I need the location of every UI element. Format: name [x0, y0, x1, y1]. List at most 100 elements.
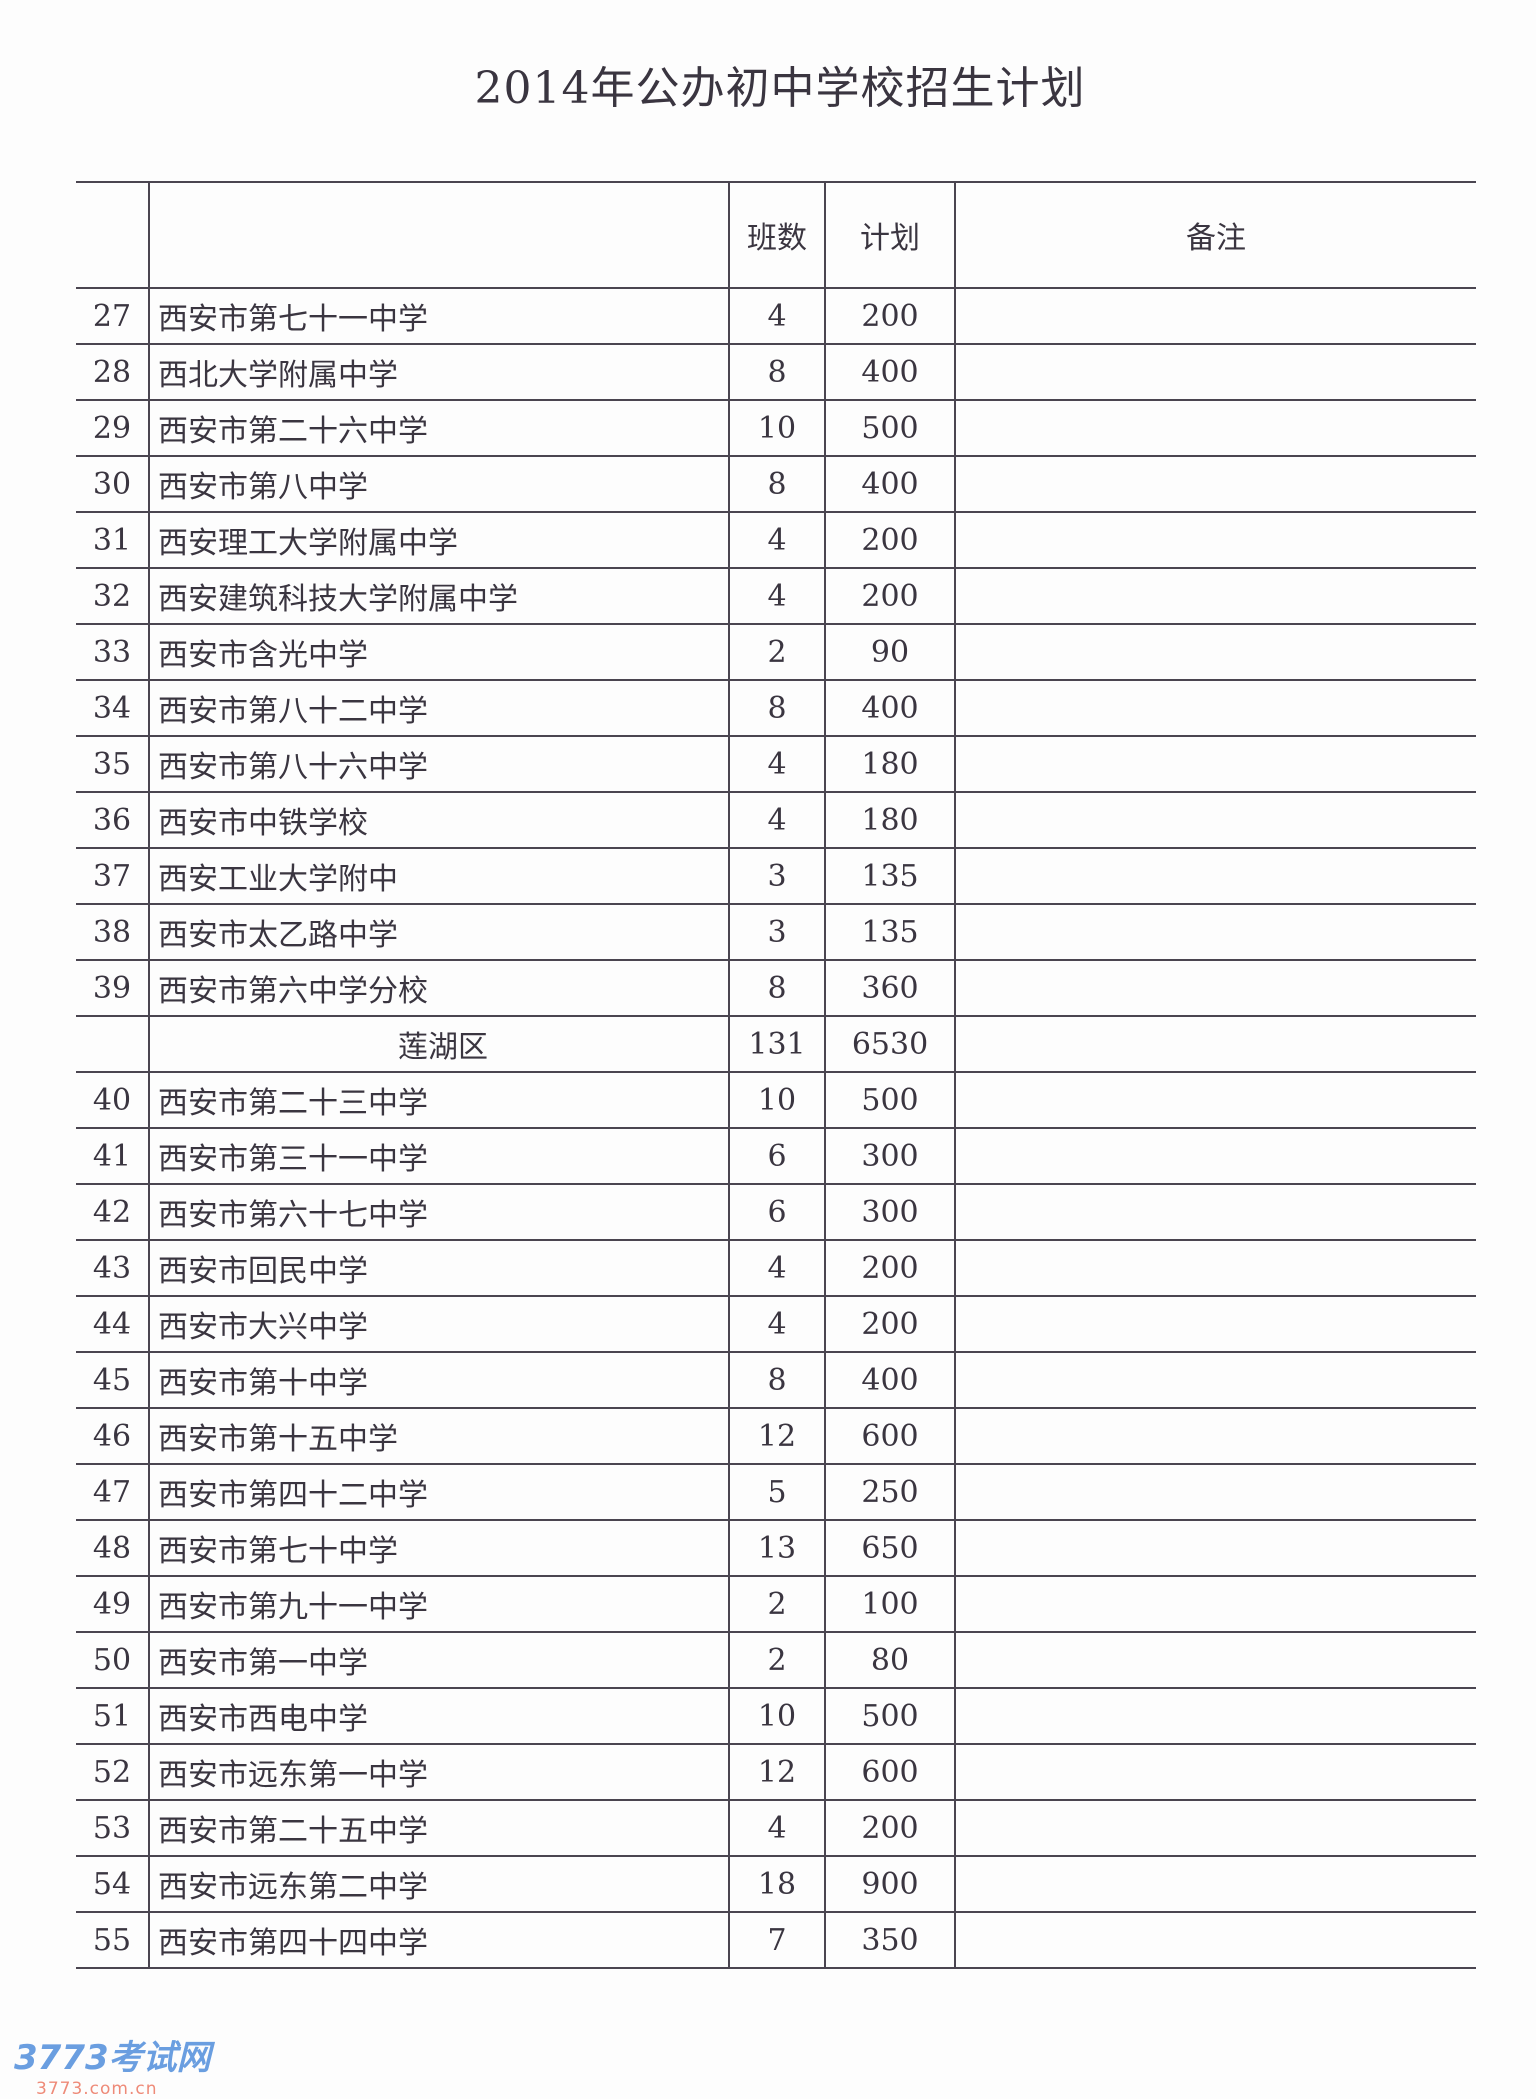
row-number: 52: [76, 1743, 150, 1801]
row-number: 45: [76, 1351, 150, 1409]
enrollment-plan: 600: [824, 1743, 956, 1801]
enrollment-plan: 400: [824, 343, 956, 401]
class-count: 7: [728, 1911, 826, 1969]
note-cell: [954, 1351, 1476, 1409]
table-row: 31 西安理工大学附属中学 4 200: [76, 511, 1476, 569]
row-number: 41: [76, 1127, 150, 1185]
class-count: 8: [728, 455, 826, 513]
table-row: 49 西安市第九十一中学 2 100: [76, 1575, 1476, 1633]
note-cell: [954, 791, 1476, 849]
row-number: 40: [76, 1071, 150, 1129]
class-count: 13: [728, 1519, 826, 1577]
note-cell: [954, 847, 1476, 905]
class-count: 4: [728, 735, 826, 793]
class-count: 4: [728, 287, 826, 345]
enrollment-plan: 600: [824, 1407, 956, 1465]
class-count: 2: [728, 1575, 826, 1633]
row-number: 29: [76, 399, 150, 457]
table-row: 44 西安市大兴中学 4 200: [76, 1295, 1476, 1353]
enrollment-plan: 6530: [824, 1015, 956, 1073]
enrollment-plan: 900: [824, 1855, 956, 1913]
class-count: 4: [728, 1239, 826, 1297]
class-count: 8: [728, 1351, 826, 1409]
school-name: 西安市第二十六中学: [148, 399, 730, 457]
enrollment-table: 班数 计划 备注 27 西安市第七十一中学 4 200 28 西北大学附属中学 8 400 29…: [76, 181, 1476, 1969]
table-row: 45 西安市第十中学 8 400: [76, 1351, 1476, 1409]
note-cell: [954, 343, 1476, 401]
school-name: 西安市远东第一中学: [148, 1743, 730, 1801]
note-cell: [954, 1295, 1476, 1353]
table-row: 36 西安市中铁学校 4 180: [76, 791, 1476, 849]
enrollment-plan: 135: [824, 903, 956, 961]
school-name: 西北大学附属中学: [148, 343, 730, 401]
note-cell: [954, 1407, 1476, 1465]
enrollment-plan: 400: [824, 1351, 956, 1409]
table-row: 47 西安市第四十二中学 5 250: [76, 1463, 1476, 1521]
school-name: 西安理工大学附属中学: [148, 511, 730, 569]
subtotal-row: 莲湖区 131 6530: [76, 1015, 1476, 1073]
table-row: 34 西安市第八十二中学 8 400: [76, 679, 1476, 737]
class-count: 8: [728, 959, 826, 1017]
class-count: 6: [728, 1183, 826, 1241]
note-cell: [954, 1631, 1476, 1689]
class-count: 10: [728, 399, 826, 457]
class-count: 10: [728, 1071, 826, 1129]
watermark-logo: 3773考试网 3773.com.cn: [14, 2030, 211, 2099]
enrollment-plan: 250: [824, 1463, 956, 1521]
note-cell: [954, 511, 1476, 569]
school-name: 西安市含光中学: [148, 623, 730, 681]
enrollment-plan: 135: [824, 847, 956, 905]
class-count: 2: [728, 623, 826, 681]
note-cell: [954, 1799, 1476, 1857]
enrollment-plan: 350: [824, 1911, 956, 1969]
school-name: 西安建筑科技大学附属中学: [148, 567, 730, 625]
row-number: 51: [76, 1687, 150, 1745]
note-cell: [954, 959, 1476, 1017]
note-cell: [954, 399, 1476, 457]
note-cell: [954, 1575, 1476, 1633]
row-number: 46: [76, 1407, 150, 1465]
row-number: 35: [76, 735, 150, 793]
class-count: 131: [728, 1015, 826, 1073]
table-row: 42 西安市第六十七中学 6 300: [76, 1183, 1476, 1241]
note-cell: [954, 1911, 1476, 1969]
watermark-main: 3773考试网: [14, 2038, 211, 2078]
row-number: 48: [76, 1519, 150, 1577]
class-count: 2: [728, 1631, 826, 1689]
table-row: 27 西安市第七十一中学 4 200: [76, 287, 1476, 345]
note-cell: [954, 1743, 1476, 1801]
table-row: 48 西安市第七十中学 13 650: [76, 1519, 1476, 1577]
note-cell: [954, 1855, 1476, 1913]
row-number: 27: [76, 287, 150, 345]
school-name: 西安市第二十五中学: [148, 1799, 730, 1857]
enrollment-plan: 500: [824, 399, 956, 457]
class-count: 3: [728, 903, 826, 961]
note-cell: [954, 623, 1476, 681]
row-number: 37: [76, 847, 150, 905]
table-row: 52 西安市远东第一中学 12 600: [76, 1743, 1476, 1801]
row-number: 47: [76, 1463, 150, 1521]
class-count: 4: [728, 511, 826, 569]
class-count: 3: [728, 847, 826, 905]
enrollment-plan: 360: [824, 959, 956, 1017]
class-count: 4: [728, 1799, 826, 1857]
header-classes: 班数: [728, 181, 826, 289]
row-number: 33: [76, 623, 150, 681]
school-name: 西安市第四十四中学: [148, 1911, 730, 1969]
header-plan: 计划: [824, 181, 956, 289]
class-count: 6: [728, 1127, 826, 1185]
class-count: 12: [728, 1743, 826, 1801]
row-number: 55: [76, 1911, 150, 1969]
header-name: [148, 181, 730, 289]
row-number: 36: [76, 791, 150, 849]
enrollment-plan: 300: [824, 1127, 956, 1185]
watermark-url: 3773.com.cn: [36, 2079, 158, 2099]
note-cell: [954, 287, 1476, 345]
table-row: 30 西安市第八中学 8 400: [76, 455, 1476, 513]
page-title: 2014年公办初中学校招生计划: [474, 63, 1086, 114]
class-count: 10: [728, 1687, 826, 1745]
row-number: 32: [76, 567, 150, 625]
row-number: 39: [76, 959, 150, 1017]
note-cell: [954, 903, 1476, 961]
class-count: 5: [728, 1463, 826, 1521]
